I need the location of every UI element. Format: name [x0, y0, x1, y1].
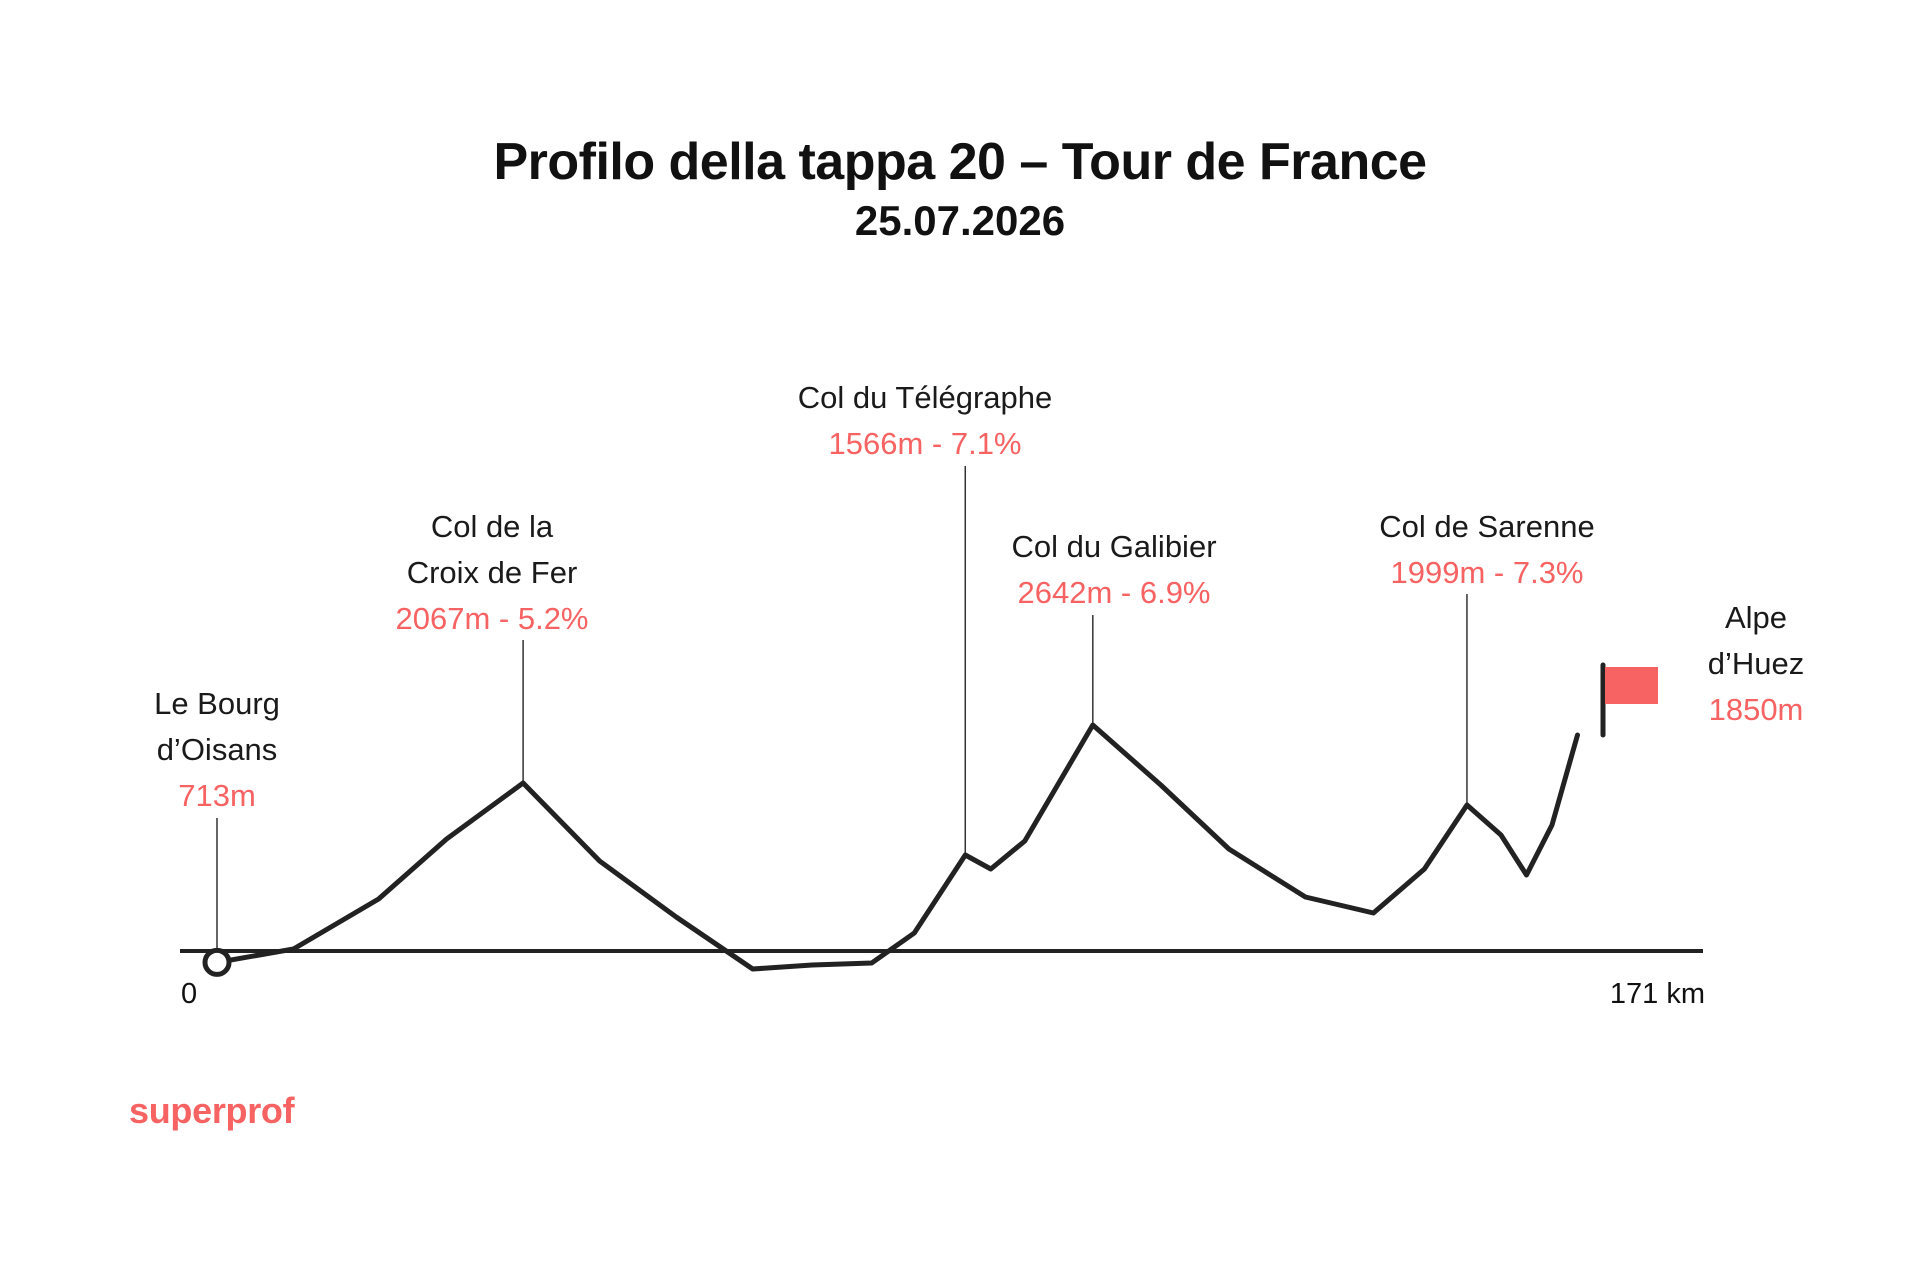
page-subtitle: 25.07.2026: [854, 197, 1066, 244]
climb-name-label: Col de Sarenne: [1379, 509, 1594, 544]
climb-name-label: Col du Télégraphe: [798, 380, 1053, 415]
x-axis: 0 171 km: [180, 949, 1705, 1010]
page-title: Profilo della tappa 20 – Tour de France: [493, 133, 1427, 191]
climb-name-label: Col du Galibier: [1011, 529, 1216, 564]
climb-name-label: Alpe: [1725, 600, 1787, 635]
finish-flag-icon: [1605, 667, 1658, 704]
climb-value-label: 2067m - 5.2%: [396, 601, 589, 636]
superprof-logo: superprof: [129, 1090, 295, 1131]
x-tick-label-end: 171 km: [1610, 978, 1705, 1010]
x-tick-label-start: 0: [181, 978, 197, 1010]
climb-name-label: Croix de Fer: [407, 555, 578, 590]
climb-name-label: d’Oisans: [157, 732, 278, 767]
climb-name-label: d’Huez: [1708, 646, 1805, 681]
leader-lines: [216, 466, 1468, 951]
profile-line-group: [214, 722, 1580, 972]
climb-value-label: 1566m - 7.1%: [829, 426, 1022, 461]
climb-name-label: Col de la: [431, 509, 554, 544]
climb-value-label: 713m: [178, 778, 256, 813]
climb-value-label: 2642m - 6.9%: [1018, 575, 1211, 610]
climb-value-label: 1850m: [1709, 692, 1804, 727]
markers: [202, 662, 1658, 977]
climb-labels: Le Bourg d’Oisans 713m Col de la Croix de Fe…: [154, 380, 1804, 813]
climb-name-label: Le Bourg: [154, 686, 280, 721]
start-marker-icon: [202, 947, 232, 977]
climb-value-label: 1999m - 7.3%: [1391, 555, 1584, 590]
elevation-profile-line: [214, 722, 1580, 972]
